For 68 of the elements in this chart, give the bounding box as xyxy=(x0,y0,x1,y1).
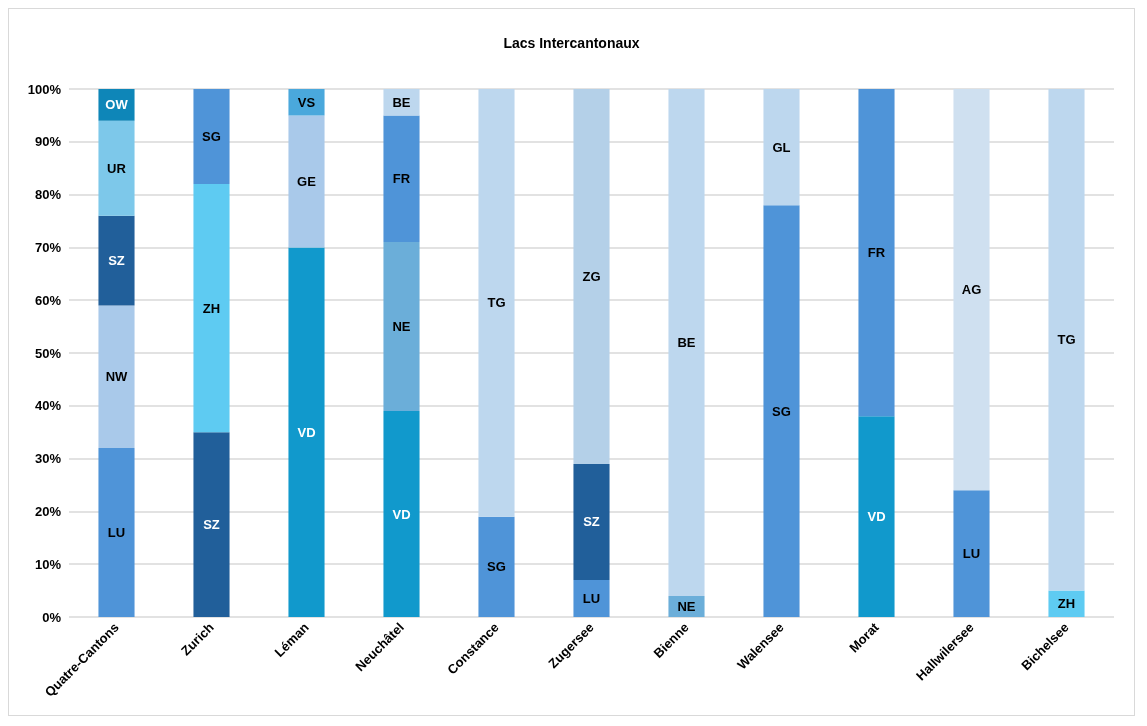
series-label: ZH xyxy=(1057,596,1076,612)
bar xyxy=(98,305,135,449)
text: VD xyxy=(392,506,411,522)
bar xyxy=(383,115,420,243)
bar xyxy=(858,89,895,417)
text: SG xyxy=(772,403,791,419)
bar xyxy=(288,247,325,617)
series-label: BE xyxy=(392,94,411,110)
bar xyxy=(193,184,230,433)
y-tick-label: 90% xyxy=(34,134,62,150)
series-label: NW xyxy=(105,369,129,385)
bar xyxy=(573,89,610,464)
y-tick-label: 30% xyxy=(34,451,62,467)
series-label: TG xyxy=(487,295,506,311)
series-label: SZ xyxy=(108,253,125,269)
bar xyxy=(288,115,325,248)
y-tick-label: 0% xyxy=(42,609,62,625)
text: SZ xyxy=(203,517,220,533)
bar xyxy=(573,463,610,581)
bar xyxy=(383,242,420,412)
bar xyxy=(98,120,135,216)
chart-title: Lacs Intercantonaux xyxy=(503,35,640,51)
bar xyxy=(193,89,230,185)
bar xyxy=(763,89,800,206)
text: LU xyxy=(962,546,981,562)
bar xyxy=(478,516,515,617)
series-label: OW xyxy=(105,97,129,113)
bar xyxy=(98,89,135,121)
bar xyxy=(98,448,135,617)
bar xyxy=(668,89,705,596)
text: FR xyxy=(867,245,886,261)
y-tick-label: 10% xyxy=(34,556,62,572)
y-tick-label: 40% xyxy=(34,398,62,414)
series-label: LU xyxy=(107,525,126,541)
text: VD xyxy=(297,424,316,440)
y-tick-label: 60% xyxy=(34,292,62,308)
y-tick-label: 80% xyxy=(34,187,62,203)
bar xyxy=(478,89,515,517)
text: TG xyxy=(1057,332,1076,348)
series-label: VD xyxy=(867,509,886,525)
bar xyxy=(953,490,990,617)
y-tick-label: 70% xyxy=(34,239,62,255)
bar xyxy=(1048,89,1085,591)
series-label: UR xyxy=(107,160,127,176)
y-tick-label: 50% xyxy=(34,345,62,361)
y-tick-label: 20% xyxy=(34,503,62,519)
text: ZH xyxy=(202,300,221,316)
series-label: VS xyxy=(297,94,316,110)
text: SG xyxy=(202,129,221,145)
bar xyxy=(858,416,895,617)
bar xyxy=(763,205,800,617)
text: BE xyxy=(677,334,696,350)
bar xyxy=(953,89,990,491)
series-label: FR xyxy=(392,171,411,187)
bar xyxy=(573,580,610,617)
bar xyxy=(193,432,230,617)
series-label: ZG xyxy=(582,268,601,284)
series-label: GE xyxy=(297,173,317,189)
text: NE xyxy=(392,319,411,335)
bar xyxy=(98,215,135,306)
series-label: GL xyxy=(772,139,791,155)
text: SZ xyxy=(583,514,600,530)
series-label: SG xyxy=(487,559,506,575)
bar xyxy=(383,411,420,617)
text: LU xyxy=(582,591,601,607)
series-label: NE xyxy=(677,598,696,614)
series-label: AG xyxy=(961,282,982,298)
y-tick-label: 100% xyxy=(27,81,62,97)
